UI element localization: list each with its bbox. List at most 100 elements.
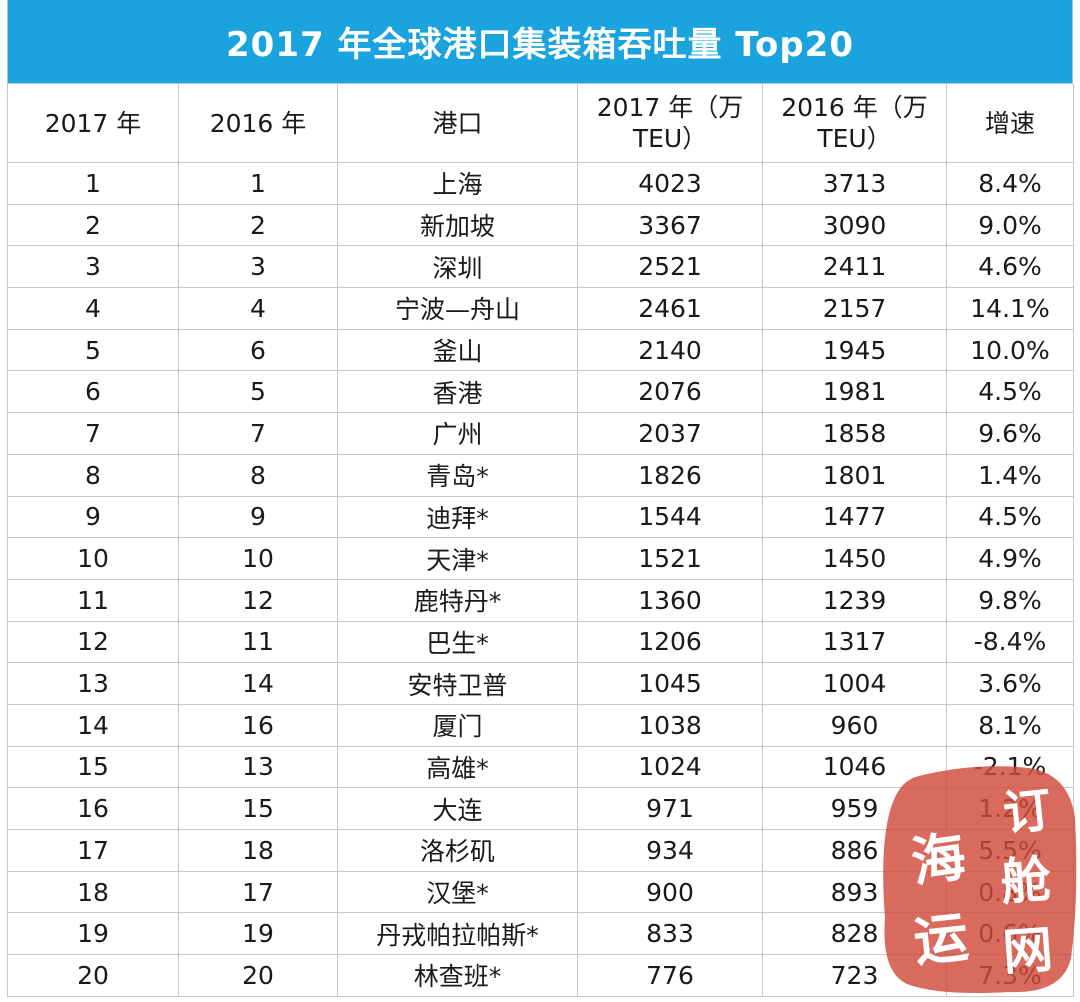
cell-teu-2017: 1024 [577, 745, 763, 789]
cell-growth: 7.3% [946, 954, 1074, 997]
cell-rank-2017: 14 [7, 703, 179, 747]
cell-rank-2017: 11 [7, 578, 179, 622]
cell-port: 汉堡* [337, 870, 578, 914]
cell-teu-2016: 1858 [762, 412, 947, 455]
cell-rank-2016: 14 [178, 662, 338, 705]
cell-rank-2016: 11 [178, 620, 338, 664]
cell-rank-2017: 3 [7, 245, 179, 289]
cell-rank-2016: 10 [178, 537, 338, 580]
cell-growth: 4.6% [946, 245, 1074, 289]
cell-port: 广州 [337, 412, 578, 455]
header-growth: 增速 [946, 83, 1074, 163]
cell-growth: 0.8% [946, 870, 1074, 914]
table-row: 8 8 青岛* 1826 1801 1.4% [7, 453, 1074, 497]
cell-port: 宁波—舟山 [337, 287, 578, 330]
cell-rank-2016: 5 [178, 370, 338, 414]
cell-teu-2017: 833 [577, 912, 763, 956]
cell-rank-2017: 13 [7, 662, 179, 705]
table-row: 19 19 丹戎帕拉帕斯* 833 828 0.6% [7, 912, 1074, 956]
cell-teu-2017: 971 [577, 787, 763, 830]
cell-growth: 4.5% [946, 370, 1074, 414]
cell-growth: 1.4% [946, 453, 1074, 497]
cell-port: 巴生* [337, 620, 578, 664]
table-row: 12 11 巴生* 1206 1317 -8.4% [7, 620, 1074, 664]
cell-teu-2016: 3090 [762, 203, 947, 247]
cell-teu-2017: 2140 [577, 328, 763, 372]
cell-port: 上海 [337, 162, 578, 205]
cell-rank-2017: 8 [7, 453, 179, 497]
table-row: 13 14 安特卫普 1045 1004 3.6% [7, 662, 1074, 705]
cell-teu-2017: 1206 [577, 620, 763, 664]
cell-rank-2017: 1 [7, 162, 179, 205]
cell-growth: 4.5% [946, 495, 1074, 539]
cell-teu-2016: 2157 [762, 287, 947, 330]
cell-port: 新加坡 [337, 203, 578, 247]
cell-rank-2017: 2 [7, 203, 179, 247]
cell-rank-2016: 8 [178, 453, 338, 497]
header-teu-2017: 2017 年（万 TEU） [577, 83, 763, 163]
cell-rank-2017: 15 [7, 745, 179, 789]
cell-rank-2016: 7 [178, 412, 338, 455]
cell-teu-2016: 893 [762, 870, 947, 914]
header-row: 2017 年 2016 年 港口 2017 年（万 TEU） 2016 年（万 … [7, 83, 1074, 163]
cell-teu-2016: 1317 [762, 620, 947, 664]
table-row: 1 1 上海 4023 3713 8.4% [7, 162, 1074, 205]
cell-growth: 4.9% [946, 537, 1074, 580]
cell-port: 安特卫普 [337, 662, 578, 705]
cell-port: 迪拜* [337, 495, 578, 539]
cell-teu-2016: 1046 [762, 745, 947, 789]
table-row: 9 9 迪拜* 1544 1477 4.5% [7, 495, 1074, 539]
cell-teu-2017: 2521 [577, 245, 763, 289]
table-row: 18 17 汉堡* 900 893 0.8% [7, 870, 1074, 914]
cell-teu-2016: 886 [762, 829, 947, 872]
cell-rank-2016: 6 [178, 328, 338, 372]
cell-teu-2017: 776 [577, 954, 763, 997]
header-teu-2016-label: 2016 年（万 TEU） [781, 93, 928, 153]
table-body: 1 1 上海 4023 3713 8.4% 2 2 新加坡 3367 3090 9.0% 3 3 深圳 252… [7, 162, 1074, 997]
table-row: 3 3 深圳 2521 2411 4.6% [7, 245, 1074, 289]
cell-teu-2017: 900 [577, 870, 763, 914]
cell-teu-2016: 1450 [762, 537, 947, 580]
cell-port: 林查班* [337, 954, 578, 997]
cell-teu-2017: 934 [577, 829, 763, 872]
cell-teu-2017: 1038 [577, 703, 763, 747]
cell-teu-2017: 4023 [577, 162, 763, 205]
cell-growth: -2.1% [946, 745, 1074, 789]
table-row: 4 4 宁波—舟山 2461 2157 14.1% [7, 287, 1074, 330]
cell-port: 厦门 [337, 703, 578, 747]
cell-rank-2017: 16 [7, 787, 179, 830]
table-row: 11 12 鹿特丹* 1360 1239 9.8% [7, 578, 1074, 622]
cell-growth: 8.1% [946, 703, 1074, 747]
cell-rank-2017: 12 [7, 620, 179, 664]
cell-rank-2017: 4 [7, 287, 179, 330]
cell-port: 洛杉矶 [337, 829, 578, 872]
cell-rank-2016: 3 [178, 245, 338, 289]
cell-teu-2016: 3713 [762, 162, 947, 205]
cell-growth: 5.5% [946, 829, 1074, 872]
cell-port: 深圳 [337, 245, 578, 289]
cell-rank-2017: 10 [7, 537, 179, 580]
cell-rank-2016: 19 [178, 912, 338, 956]
header-rank-2017: 2017 年 [7, 83, 179, 163]
cell-rank-2017: 6 [7, 370, 179, 414]
cell-growth: -8.4% [946, 620, 1074, 664]
cell-rank-2016: 20 [178, 954, 338, 997]
cell-growth: 3.6% [946, 662, 1074, 705]
cell-growth: 8.4% [946, 162, 1074, 205]
cell-port: 丹戎帕拉帕斯* [337, 912, 578, 956]
cell-rank-2017: 20 [7, 954, 179, 997]
cell-teu-2016: 960 [762, 703, 947, 747]
cell-rank-2017: 17 [7, 829, 179, 872]
document-frame: 2017 年全球港口集装箱吞吐量 Top20 2017 年 2016 年 港口 … [7, 0, 1077, 1002]
cell-teu-2017: 1360 [577, 578, 763, 622]
table-row: 7 7 广州 2037 1858 9.6% [7, 412, 1074, 455]
cell-growth: 9.6% [946, 412, 1074, 455]
cell-rank-2016: 16 [178, 703, 338, 747]
cell-rank-2017: 9 [7, 495, 179, 539]
cell-rank-2016: 1 [178, 162, 338, 205]
cell-teu-2016: 723 [762, 954, 947, 997]
header-teu-2016: 2016 年（万 TEU） [762, 83, 947, 163]
cell-rank-2016: 18 [178, 829, 338, 872]
table-row: 14 16 厦门 1038 960 8.1% [7, 703, 1074, 747]
cell-rank-2017: 19 [7, 912, 179, 956]
